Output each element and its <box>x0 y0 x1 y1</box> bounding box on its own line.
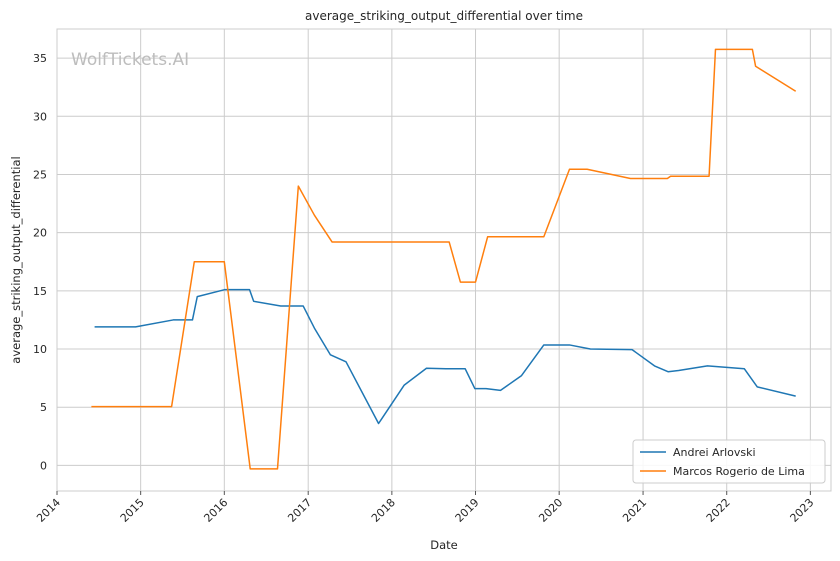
y-tick-label: 20 <box>33 227 47 240</box>
y-tick-labels: 0 5 10 15 20 25 30 35 <box>33 52 47 472</box>
series-line-marcos-rogerio-de-lima <box>91 48 797 470</box>
legend-label-andrei-arlovski: Andrei Arlovski <box>673 446 756 459</box>
x-tick-label: 2022 <box>704 496 733 525</box>
legend-box <box>632 439 826 484</box>
x-tick-label: 2017 <box>285 496 314 525</box>
x-axis-title: Date <box>430 538 458 552</box>
x-tick-label: 2018 <box>369 496 398 525</box>
legend: Andrei Arlovski Marcos Rogerio de Lima <box>632 439 826 484</box>
x-tick-label: 2016 <box>201 496 230 525</box>
watermark: WolfTickets.AI <box>71 50 189 70</box>
grid <box>56 29 831 491</box>
y-tick-label: 5 <box>40 401 47 414</box>
x-tick-label: 2015 <box>118 496 147 525</box>
chart-title: average_striking_output_differential ove… <box>305 9 583 23</box>
y-tick-label: 35 <box>33 52 47 65</box>
x-tick-label: 2023 <box>788 496 817 525</box>
x-tick-label: 2020 <box>536 496 565 525</box>
x-tick-label: 2014 <box>34 496 63 525</box>
plot-area <box>56 28 832 492</box>
y-axis-title: average_striking_output_differential <box>9 156 23 363</box>
x-tick-label: 2019 <box>453 496 482 525</box>
y-tick-label: 15 <box>33 285 47 298</box>
y-tick-label: 10 <box>33 343 47 356</box>
series-line-andrei-arlovski <box>94 288 796 425</box>
y-tick-label: 30 <box>33 110 47 123</box>
legend-label-marcos-rogerio-de-lima: Marcos Rogerio de Lima <box>673 465 805 478</box>
y-tick-label: 0 <box>40 459 47 472</box>
x-tick-label: 2021 <box>620 496 649 525</box>
y-tick-label: 25 <box>33 168 47 181</box>
series-layer <box>91 48 797 470</box>
x-tick-labels: 2014 2015 2016 2017 2018 2019 2020 2021 2022 2023 <box>34 491 816 525</box>
